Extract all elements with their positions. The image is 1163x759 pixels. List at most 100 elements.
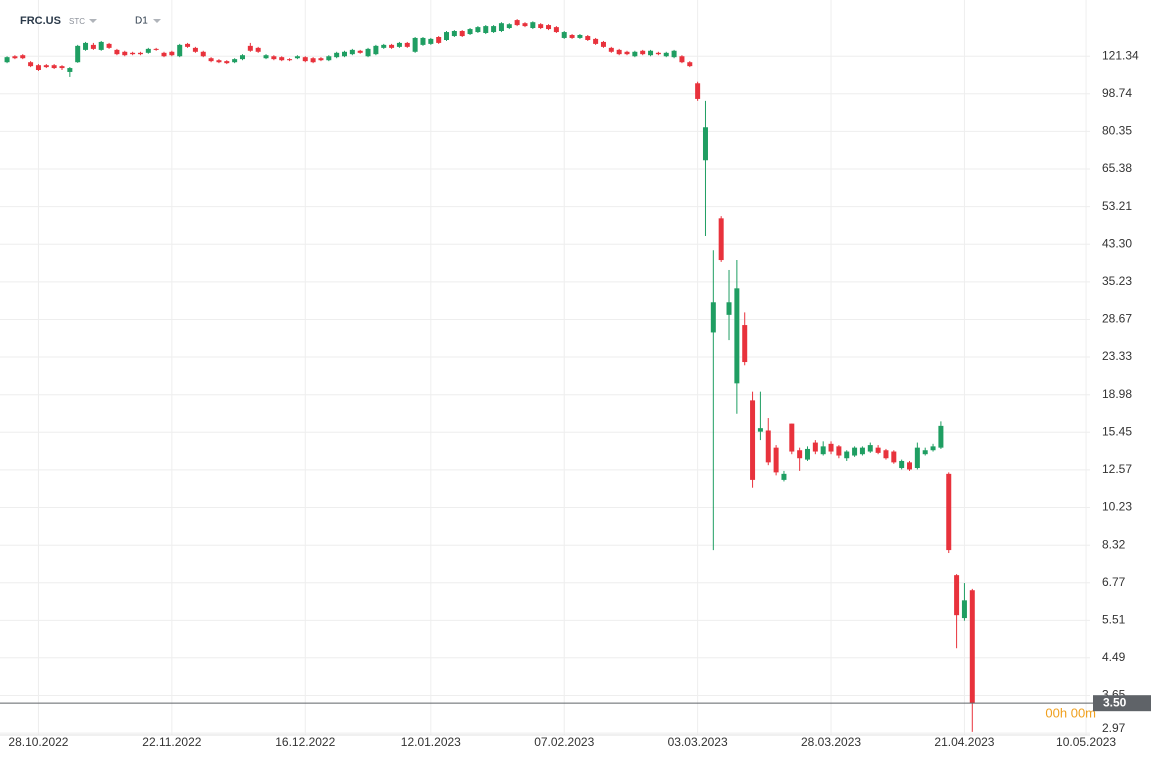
- candle-body: [593, 38, 599, 44]
- candle-body: [663, 52, 669, 57]
- y-tick-label: 43.30: [1102, 236, 1132, 250]
- candle-body: [106, 43, 112, 48]
- candle-body: [169, 51, 175, 56]
- candle-body: [624, 51, 630, 55]
- candle-body: [279, 57, 285, 61]
- candle-body: [263, 55, 269, 59]
- candle-body: [891, 451, 897, 463]
- candle-body: [444, 32, 450, 40]
- candle-body: [569, 34, 575, 38]
- candle-body: [451, 31, 457, 37]
- candle-body: [83, 42, 89, 50]
- candle-body: [75, 45, 81, 63]
- y-tick-label: 98.74: [1102, 86, 1132, 100]
- candle-body: [640, 50, 646, 55]
- candle-body: [428, 38, 434, 44]
- candle-body: [255, 47, 261, 52]
- candle-body: [436, 36, 442, 43]
- candle-body: [820, 446, 826, 455]
- candle-body: [742, 325, 748, 363]
- candle-body: [789, 423, 795, 452]
- candle-body: [349, 49, 355, 55]
- candle-body: [498, 23, 504, 32]
- candle-body: [420, 37, 426, 45]
- candle-body: [145, 48, 151, 53]
- candle-body: [553, 27, 559, 33]
- x-tick-label: 07.02.2023: [534, 735, 594, 749]
- y-tick-label: 53.21: [1102, 199, 1132, 213]
- candle-body: [318, 58, 324, 61]
- x-tick-label: 22.11.2022: [142, 735, 201, 749]
- x-tick-label: 10.05.2023: [1056, 735, 1116, 749]
- candle-body: [687, 62, 693, 67]
- candle-body: [59, 66, 65, 69]
- candle-body: [90, 44, 96, 49]
- candle-body: [161, 52, 167, 57]
- candle-body: [538, 24, 544, 29]
- candle-body: [4, 57, 10, 63]
- dropdown-arrow[interactable]: [89, 19, 97, 23]
- candle-body: [867, 445, 873, 452]
- candle-body: [12, 56, 18, 59]
- y-tick-label: 4.49: [1102, 650, 1126, 664]
- market: STC: [69, 17, 85, 26]
- last-price-label: 3.50: [1103, 695, 1127, 709]
- candle-body: [287, 59, 293, 61]
- candle-body: [899, 460, 905, 469]
- candle-body: [51, 65, 57, 69]
- candle-body: [491, 26, 497, 33]
- symbol[interactable]: FRC.US: [20, 15, 61, 27]
- y-tick-label: 80.35: [1102, 124, 1132, 138]
- candle-body: [357, 50, 363, 53]
- interval[interactable]: D1: [135, 16, 148, 27]
- candle-body: [35, 65, 41, 70]
- candle-body: [239, 55, 245, 60]
- candle-body: [467, 29, 473, 35]
- candle-body: [530, 22, 536, 29]
- x-tick-label: 16.12.2022: [275, 735, 335, 749]
- y-tick-label: 12.57: [1102, 462, 1132, 476]
- candle-body: [600, 41, 606, 47]
- candle-body: [632, 51, 638, 57]
- candle-body: [546, 25, 552, 30]
- x-tick-label: 12.01.2023: [401, 735, 461, 749]
- candle-body: [514, 20, 520, 26]
- candle-body: [43, 65, 49, 68]
- candle-body: [836, 446, 842, 456]
- candle-body: [381, 44, 387, 48]
- candle-body: [20, 55, 26, 59]
- candle-body: [114, 49, 120, 55]
- candle-body: [844, 451, 850, 459]
- candle-body: [247, 45, 253, 51]
- candle-body: [671, 50, 677, 58]
- candle-body: [412, 37, 418, 52]
- candle-body: [883, 450, 889, 459]
- countdown: 00h 00m: [1045, 705, 1096, 720]
- candle-body: [153, 48, 159, 50]
- candle-body: [483, 26, 489, 33]
- candle-body: [341, 51, 347, 57]
- x-tick-label: 03.03.2023: [668, 735, 728, 749]
- candle-body: [365, 48, 371, 57]
- candle-body: [695, 83, 701, 99]
- candle-body: [373, 45, 379, 55]
- candle-body: [938, 425, 944, 448]
- dropdown-arrow[interactable]: [153, 19, 161, 23]
- candle-body: [185, 43, 191, 47]
- x-tick-label: 28.03.2023: [801, 735, 861, 749]
- x-tick-label: 28.10.2022: [8, 735, 68, 749]
- candle-body: [946, 473, 952, 551]
- candle-body: [616, 49, 622, 55]
- candle-body: [655, 52, 661, 55]
- candle-body: [122, 51, 128, 56]
- plot-area: [0, 0, 1090, 735]
- candle-body: [648, 50, 654, 56]
- candle-body: [294, 56, 300, 59]
- candle-body: [734, 288, 740, 384]
- candle-body: [208, 58, 214, 62]
- candle-body: [334, 52, 340, 58]
- candle-body: [232, 59, 238, 63]
- y-tick-label: 28.67: [1102, 312, 1132, 326]
